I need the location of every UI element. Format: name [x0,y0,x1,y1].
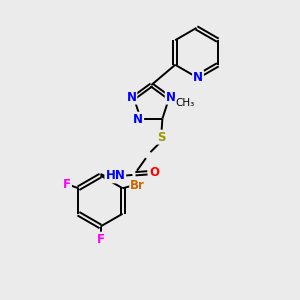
Text: F: F [63,178,71,191]
Text: N: N [133,112,143,126]
Text: N: N [166,91,176,104]
Text: N: N [126,91,136,104]
Text: N: N [193,70,203,84]
Text: CH₃: CH₃ [175,98,194,108]
Text: S: S [157,130,165,144]
Text: HN: HN [105,169,125,182]
Text: F: F [97,232,104,246]
Text: Br: Br [130,179,145,192]
Text: O: O [149,166,159,179]
